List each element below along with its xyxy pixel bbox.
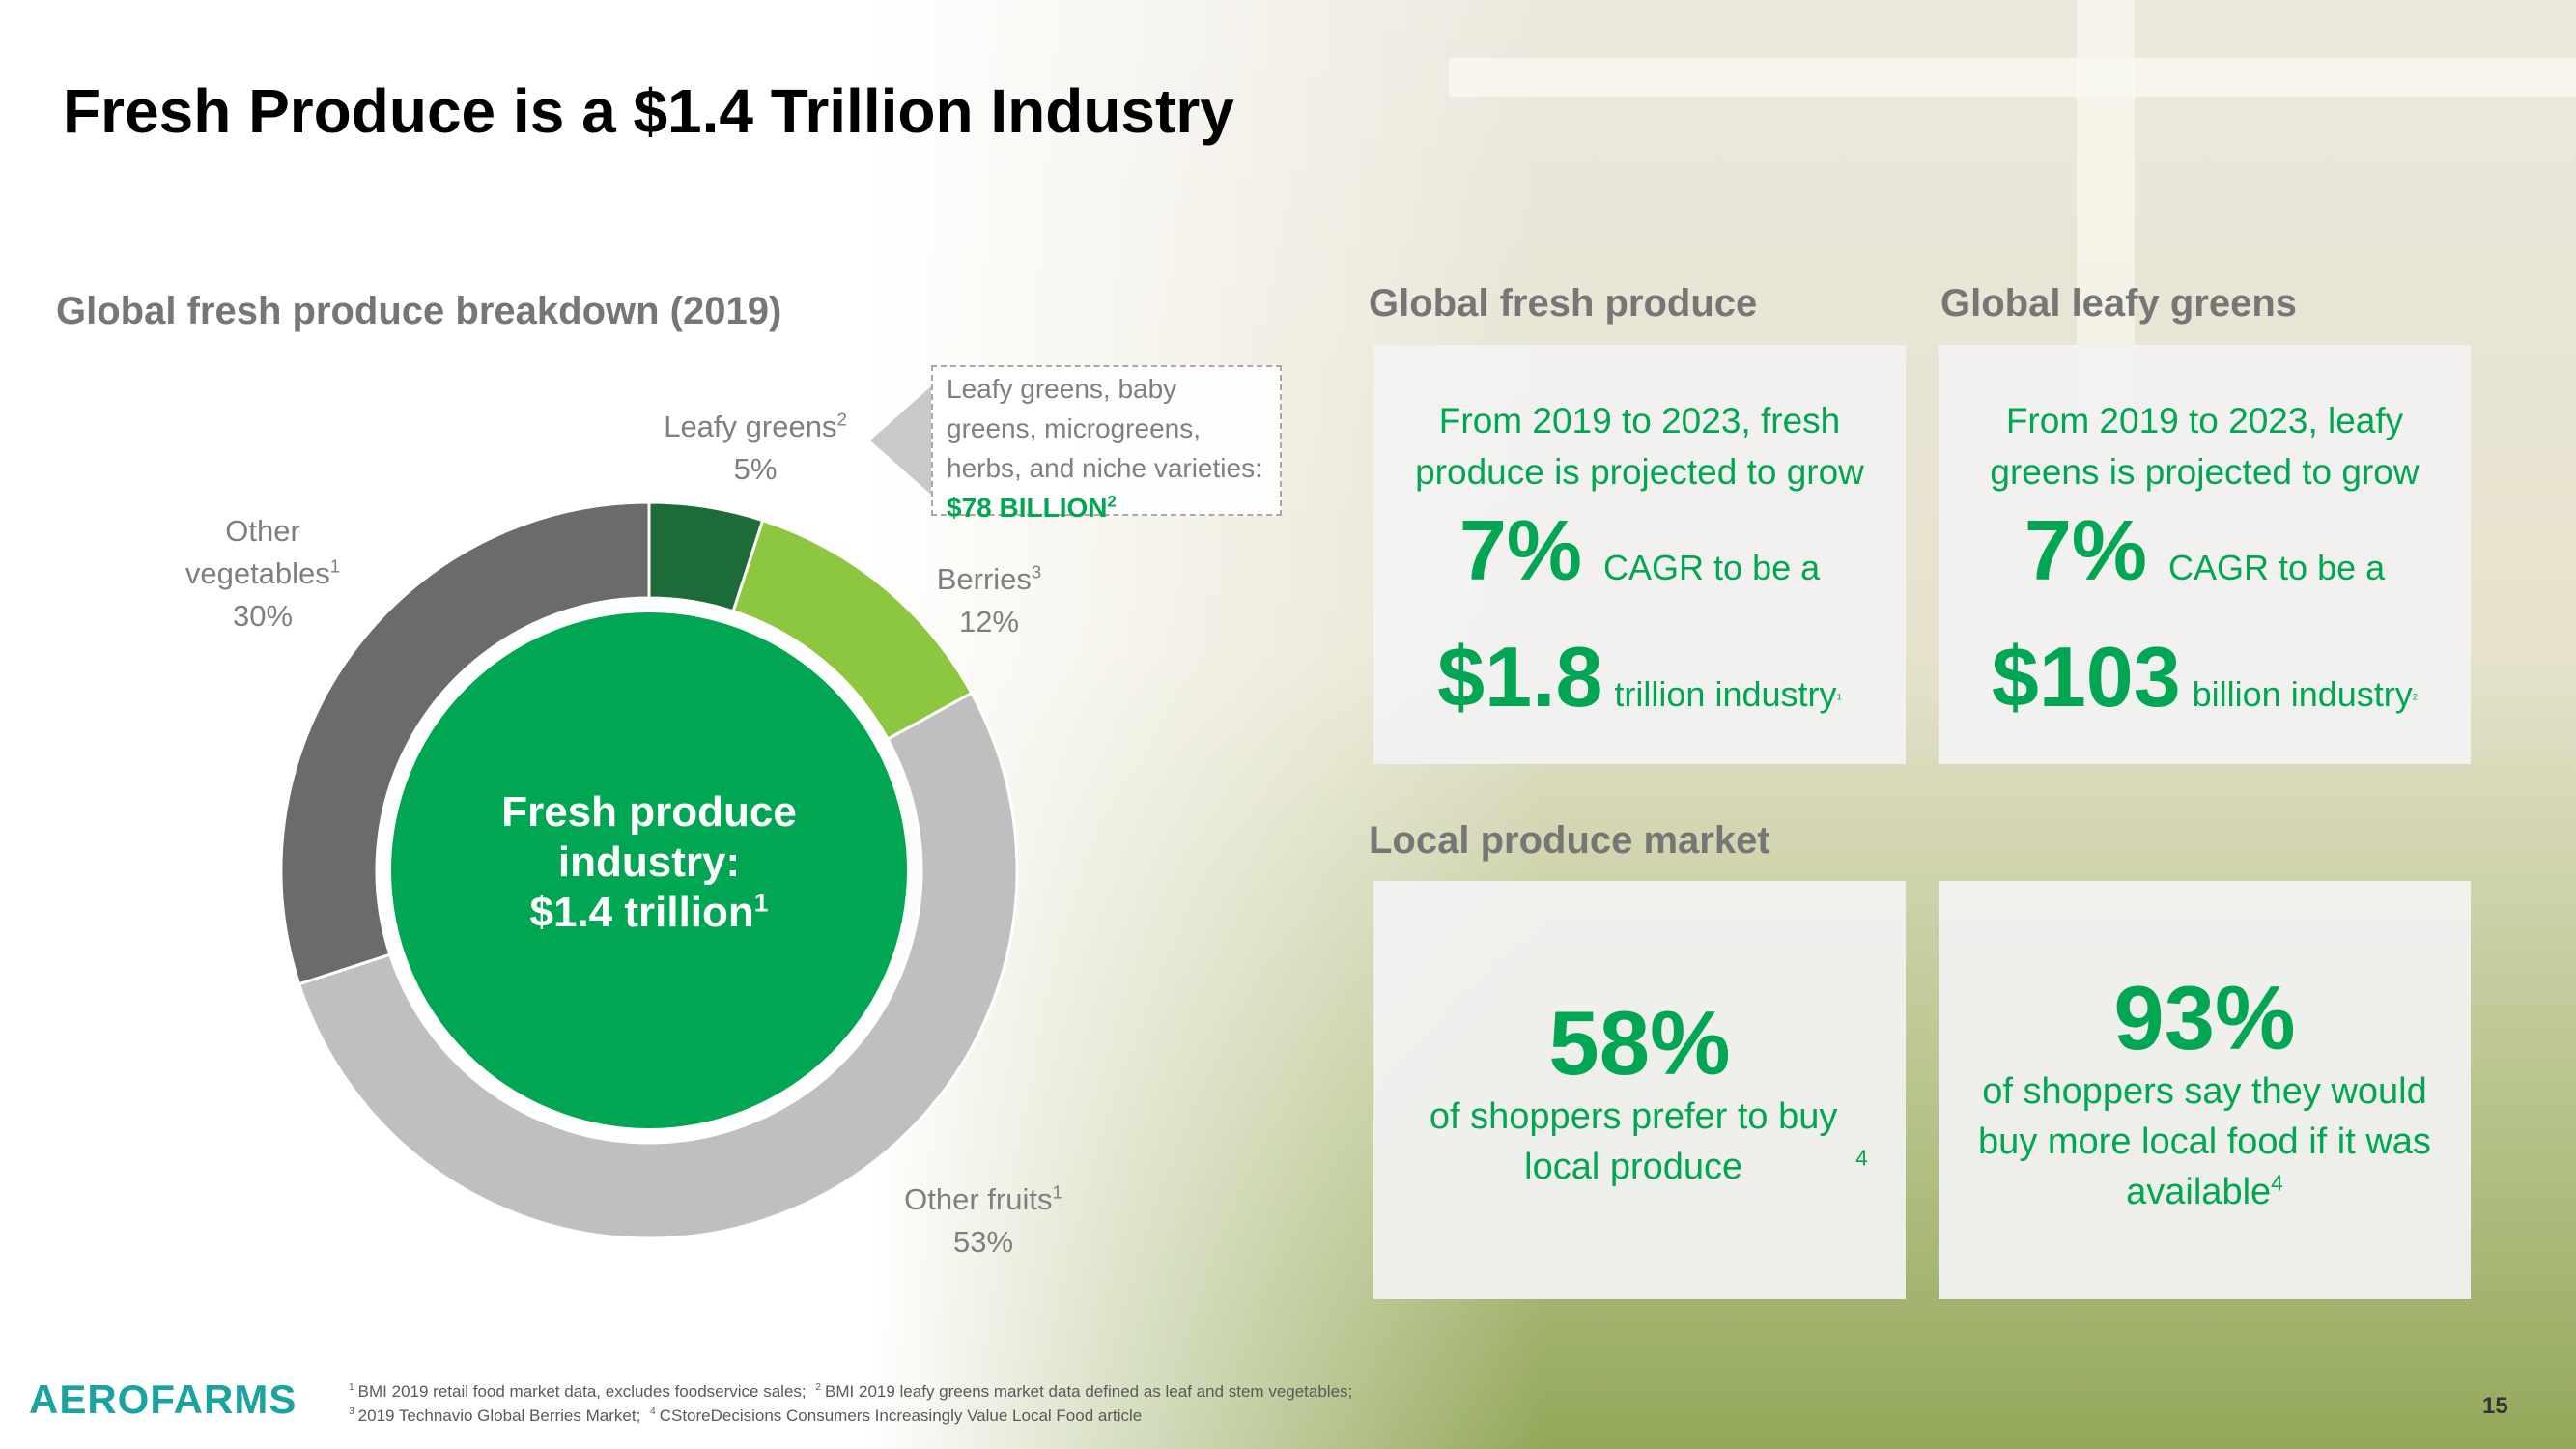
footnote-mark: 4 (2271, 1170, 2283, 1196)
footnotes: 1 BMI 2019 retail food market data, exclu… (349, 1379, 1401, 1428)
footnote-mark: 3 (349, 1406, 354, 1418)
value-label: 53% (952, 1225, 1014, 1259)
amount-text: trillion industry (1614, 674, 1837, 714)
panel-heading: Local produce market (1369, 819, 1770, 862)
light-bar (2077, 0, 2135, 406)
amount: $1.8 (1437, 629, 1603, 724)
footnote-mark: 2 (815, 1382, 822, 1394)
callout-highlight: $78 BILLION (947, 493, 1108, 523)
footnote-mark: 1 (753, 888, 769, 918)
slide-title: Fresh Produce is a $1.4 Trillion Industr… (63, 76, 1234, 146)
category-name: Leafy greens (664, 410, 837, 443)
footnote-text: CStoreDecisions Consumers Increasingly V… (659, 1406, 1143, 1425)
value-label: 5% (733, 452, 778, 486)
footnote-text: BMI 2019 retail food market data, exclud… (357, 1382, 807, 1401)
rate-row: 7% CAGR to be a (1373, 497, 1906, 629)
amount-row: $103 billion industry2 (1939, 629, 2471, 751)
light-bar (1449, 58, 2576, 97)
footnote-mark: 1 (329, 555, 341, 577)
footnote-text: 2019 Technavio Global Berries Market; (357, 1406, 641, 1425)
stat-desc: of shoppers say they would buy more loca… (1978, 1071, 2431, 1212)
slice-label: Berries3 12% (863, 558, 1115, 643)
footnote-mark: 1 (1052, 1181, 1062, 1203)
panel-intro: From 2019 to 2023, fresh produce is proj… (1415, 401, 1864, 492)
rate: 7% (2024, 502, 2148, 598)
center-text: Fresh produce industry: (501, 788, 797, 886)
center-value: $1.4 trillion (529, 889, 754, 936)
rate-row: 7% CAGR to be a (1939, 497, 2471, 629)
slice-label: Other fruits1 53% (858, 1179, 1109, 1264)
pie-slice (297, 691, 1019, 1240)
center-disc (391, 612, 907, 1128)
footnote-mark: 1 (349, 1382, 354, 1394)
footnote-mark: 4 (650, 1406, 656, 1418)
callout-text: Leafy greens, baby greens, microgreens, … (947, 374, 1262, 483)
panel-intro: From 2019 to 2023, leafy greens is proje… (1990, 401, 2420, 492)
chart-title: Global fresh produce breakdown (2019) (56, 290, 782, 332)
rate: 7% (1458, 502, 1583, 598)
value-label: 30% (232, 599, 294, 633)
category-name: Other fruits (904, 1182, 1053, 1216)
stat-desc: of shoppers prefer to buy local produce (1429, 1096, 1838, 1187)
center-label: Fresh produce industry: $1.4 trillion1 (408, 787, 891, 938)
amount-row: $1.8 trillion industry1 (1373, 629, 1906, 751)
callout: Leafy greens, baby greens, microgreens, … (931, 365, 1282, 523)
stat-card: 93% of shoppers say they would buy more … (1939, 881, 2471, 1299)
footnote-text: BMI 2019 leafy greens market data define… (825, 1382, 1353, 1401)
page-number: 15 (2482, 1393, 2508, 1419)
footnote-mark: 3 (1031, 561, 1042, 582)
amount: $103 (1991, 629, 2181, 724)
footnote-mark: 4 (1855, 1145, 1868, 1171)
footnote-mark: 2 (2412, 692, 2419, 703)
stat-figure: 93% (2113, 967, 2296, 1068)
stat-text: of shoppers prefer to buy local produce 4 (1373, 1092, 1906, 1192)
footnote-mark: 1 (1836, 692, 1842, 703)
rate-text: CAGR to be a (1603, 548, 1821, 587)
amount-text: billion industry (2192, 674, 2413, 714)
slice-label: Leafy greens2 5% (601, 406, 910, 491)
logo: AEROFARMS (29, 1377, 297, 1422)
stat-card: From 2019 to 2023, fresh produce is proj… (1373, 345, 1906, 764)
stat-text: of shoppers say they would buy more loca… (1939, 1066, 2471, 1217)
value-label: 12% (958, 605, 1020, 639)
footnote-mark: 2 (1107, 492, 1117, 511)
pie-slice (279, 500, 651, 986)
category-name: Berries (936, 562, 1032, 596)
slice-label: Other vegetables1 30% (166, 510, 359, 638)
rate-text: CAGR to be a (2168, 548, 2386, 587)
footnote-mark: 2 (836, 409, 847, 430)
panel-heading: Global leafy greens (1940, 282, 2298, 325)
callout-pointer (870, 386, 931, 495)
stat-card: From 2019 to 2023, leafy greens is proje… (1939, 345, 2471, 764)
category-name: Other vegetables (184, 514, 330, 590)
stat-figure: 58% (1548, 992, 1731, 1094)
panel-heading: Global fresh produce (1369, 282, 1758, 325)
stat-card: 58% of shoppers prefer to buy local prod… (1373, 881, 1906, 1299)
